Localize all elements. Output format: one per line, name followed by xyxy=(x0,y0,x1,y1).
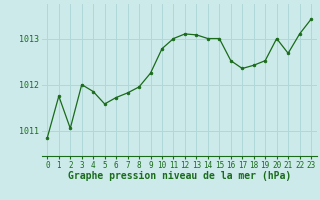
X-axis label: Graphe pression niveau de la mer (hPa): Graphe pression niveau de la mer (hPa) xyxy=(68,171,291,181)
